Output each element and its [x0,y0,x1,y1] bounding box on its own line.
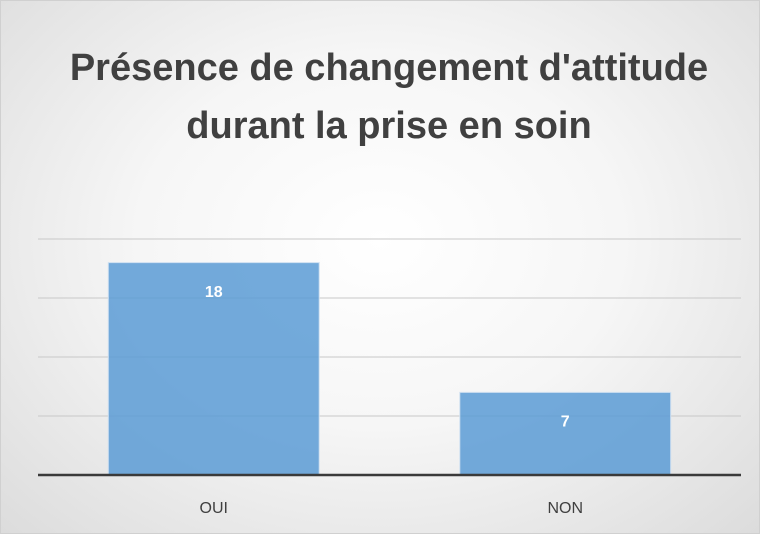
bar [107,262,320,476]
chart-title: Présence de changement d'attitude durant… [69,47,709,147]
x-tick-label: OUI [200,500,228,517]
data-label: 7 [561,414,570,431]
bar [459,391,672,476]
data-label: 18 [205,284,223,301]
x-tick-label: NON [547,500,583,517]
